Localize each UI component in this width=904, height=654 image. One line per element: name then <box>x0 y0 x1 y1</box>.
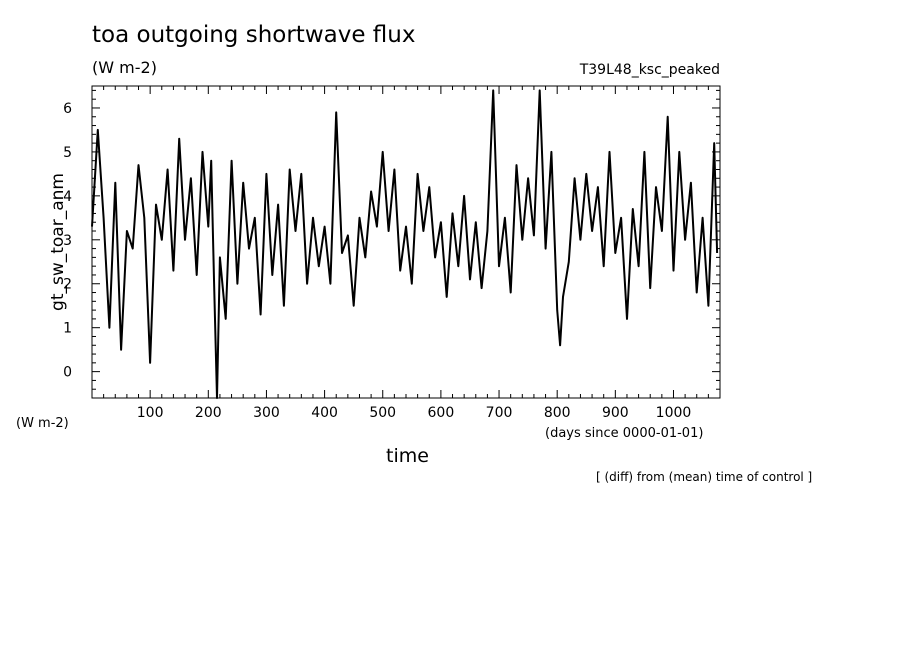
y-tick-label: 6 <box>63 101 72 117</box>
run-label: T39L48_ksc_peaked <box>579 62 720 78</box>
x-tick-label: 700 <box>486 405 513 421</box>
x-tick-label: 100 <box>137 405 164 421</box>
x-axis-unit: (days since 0000-01-01) <box>545 426 704 441</box>
x-axis-label: time <box>386 445 429 467</box>
y-tick-label: 5 <box>63 145 72 161</box>
series-line <box>91 89 719 399</box>
y-tick-label: 1 <box>63 321 72 337</box>
y-tick-label: 2 <box>63 277 72 293</box>
y-axis-unit: (W m-2) <box>16 416 69 431</box>
x-tick-label: 1000 <box>656 405 692 421</box>
chart-units: (W m-2) <box>92 58 157 77</box>
x-tick-label: 800 <box>544 405 571 421</box>
plot-frame <box>91 85 721 399</box>
x-tick-label: 600 <box>428 405 455 421</box>
y-axis-label: gt_sw_toar_anm <box>48 173 68 311</box>
x-tick-label: 500 <box>369 405 396 421</box>
y-tick-label: 3 <box>63 233 72 249</box>
x-tick-label: 200 <box>195 405 222 421</box>
x-tick-label: 400 <box>311 405 338 421</box>
comparison-note: [ (diff) from (mean) time of control ] <box>596 470 813 484</box>
x-tick-label: 300 <box>253 405 280 421</box>
chart-title: toa outgoing shortwave flux <box>92 22 416 48</box>
y-tick-label: 4 <box>63 189 72 205</box>
x-tick-label: 900 <box>602 405 629 421</box>
y-tick-label: 0 <box>63 365 72 381</box>
